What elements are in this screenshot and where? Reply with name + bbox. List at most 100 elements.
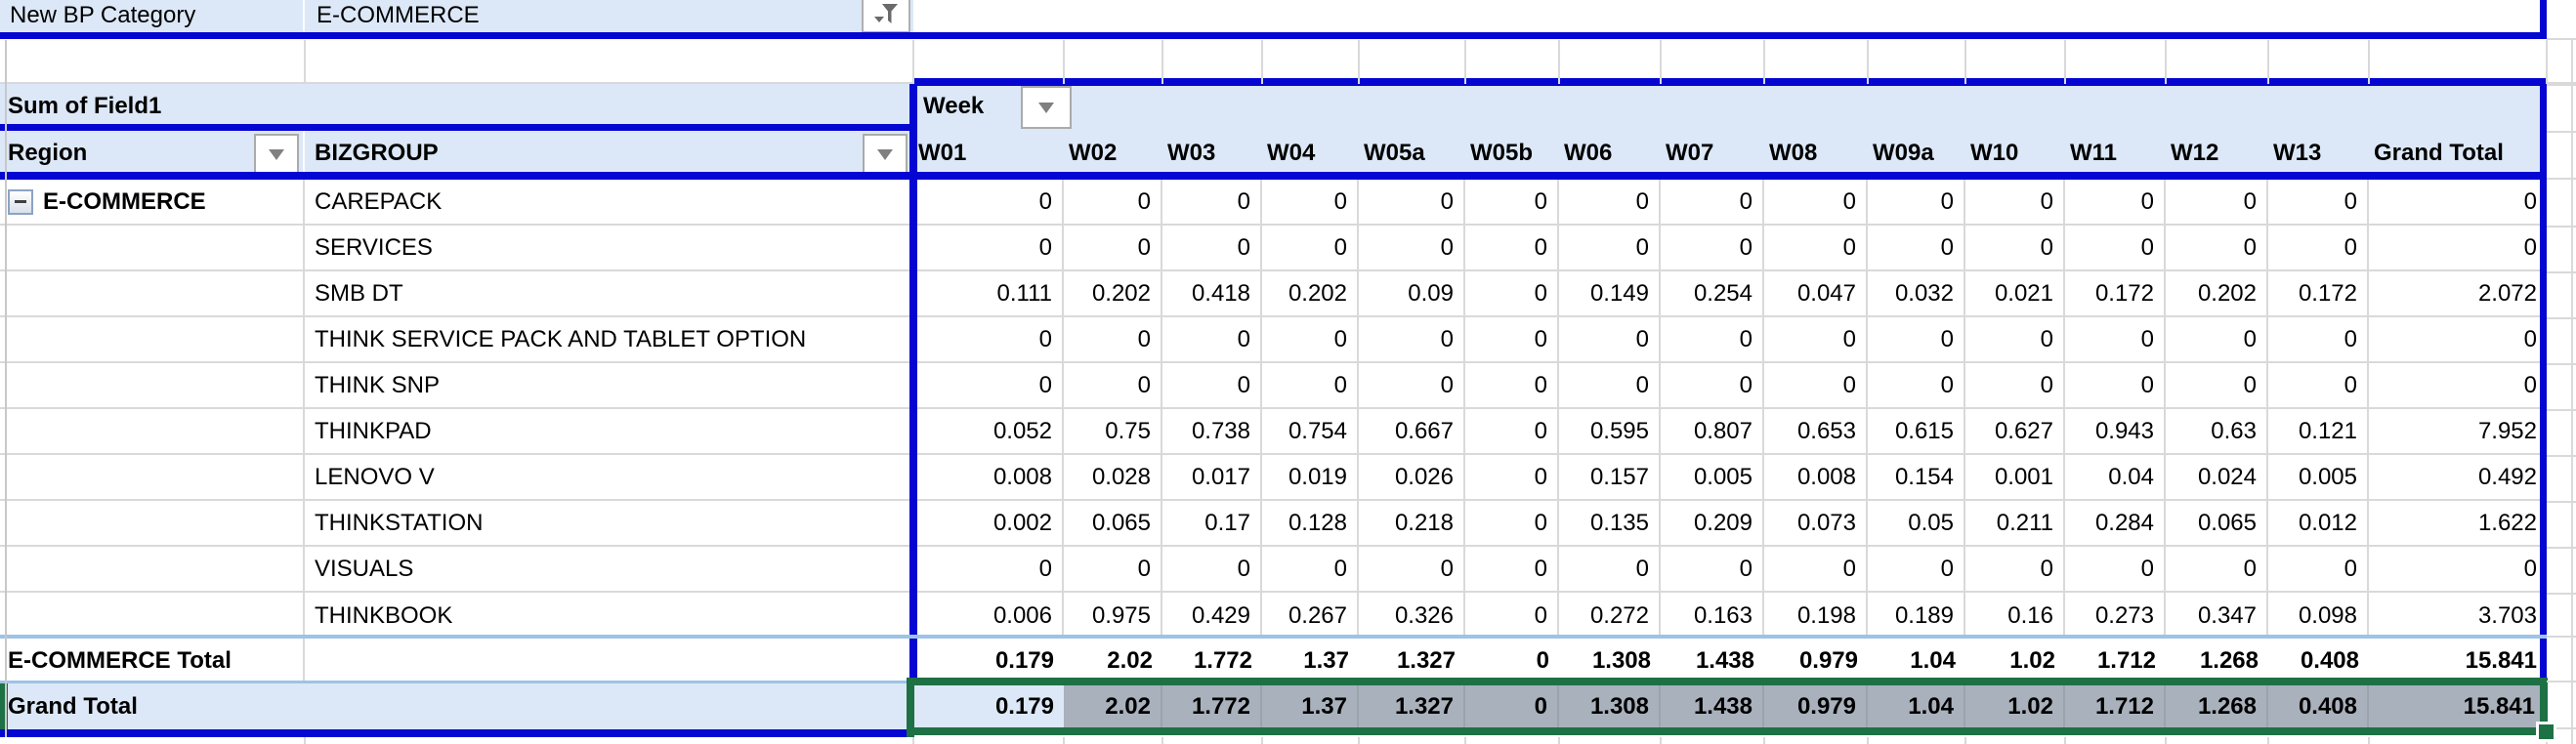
value-cell[interactable]: 0 — [1559, 180, 1661, 224]
value-cell[interactable]: 0 — [1661, 226, 1764, 269]
region-cell[interactable]: E-COMMERCE — [0, 180, 305, 224]
value-cell[interactable]: 0.738 — [1162, 409, 1262, 453]
column-header-w07[interactable]: W07 — [1666, 140, 1714, 166]
value-cell[interactable]: 0 — [1764, 317, 1868, 361]
value-cell[interactable]: 1.622 — [2477, 509, 2537, 536]
value-cell[interactable]: 0.121 — [2268, 409, 2369, 453]
value-cell[interactable]: 0 — [1465, 180, 1559, 224]
value-cell[interactable]: 0.16 — [1965, 593, 2065, 639]
value-cell[interactable]: 0 — [2523, 371, 2537, 398]
value-cell[interactable]: 0 — [1162, 317, 1262, 361]
value-cell[interactable]: 0 — [2268, 363, 2369, 407]
ecommerce-total-value-cell[interactable]: 0.979 — [1798, 647, 1858, 674]
value-cell[interactable]: 0.005 — [1661, 455, 1764, 499]
value-cell[interactable]: 0 — [1162, 226, 1262, 269]
value-cell[interactable]: 0.154 — [1868, 455, 1965, 499]
value-cell[interactable]: 0 — [1162, 180, 1262, 224]
value-cell[interactable]: 0.595 — [1559, 409, 1661, 453]
value-cell[interactable]: 0.347 — [2166, 593, 2268, 639]
region-cell[interactable] — [0, 226, 305, 269]
value-cell[interactable]: 0.754 — [1262, 409, 1359, 453]
value-cell[interactable]: 0.272 — [1559, 593, 1661, 639]
value-cell[interactable]: 0 — [1868, 226, 1965, 269]
grand-total-value-cell[interactable]: 0 — [1465, 683, 1559, 729]
region-filter-dropdown[interactable] — [254, 134, 299, 175]
value-cell[interactable]: 0 — [1465, 593, 1559, 639]
ecommerce-total-value-cell[interactable]: 1.37 — [1303, 647, 1349, 674]
value-cell[interactable]: 0 — [2166, 226, 2268, 269]
value-cell[interactable]: 0 — [2065, 226, 2166, 269]
column-header-w12[interactable]: W12 — [2171, 140, 2219, 166]
value-cell[interactable]: 0 — [1262, 547, 1359, 591]
region-cell[interactable] — [0, 593, 305, 639]
ecommerce-total-label-cell[interactable]: E-COMMERCE Total — [0, 639, 305, 683]
column-header-w04[interactable]: W04 — [1267, 140, 1316, 166]
value-cell[interactable]: 0.047 — [1764, 271, 1868, 315]
value-cell[interactable]: 0.17 — [1162, 501, 1262, 545]
grand-total-value-cell[interactable]: 0.979 — [1764, 683, 1868, 729]
value-cell[interactable]: 0.326 — [1359, 593, 1465, 639]
bizgroup-label-cell[interactable]: THINKSTATION — [315, 509, 484, 536]
ecommerce-total-value-cell[interactable]: 1.02 — [2009, 647, 2055, 674]
value-cell[interactable]: 0 — [913, 363, 1064, 407]
value-cell[interactable]: 0 — [1868, 317, 1965, 361]
value-cell[interactable]: 0.001 — [1965, 455, 2065, 499]
column-header-w11[interactable]: W11 — [2070, 140, 2118, 166]
value-cell[interactable]: 0.05 — [1868, 501, 1965, 545]
value-cell[interactable]: 0 — [1465, 409, 1559, 453]
grand-total-value-cell[interactable]: 1.438 — [1661, 683, 1764, 729]
value-cell[interactable]: 0.09 — [1359, 271, 1465, 315]
value-cell[interactable]: 0 — [1064, 226, 1162, 269]
value-cell[interactable]: 0 — [2523, 233, 2537, 261]
value-cell[interactable]: 0.163 — [1661, 593, 1764, 639]
ecommerce-total-value-cell[interactable]: 1.712 — [2096, 647, 2156, 674]
value-cell[interactable]: 0.019 — [1262, 455, 1359, 499]
value-cell[interactable]: 0.492 — [2477, 463, 2537, 490]
value-cell[interactable]: 0.008 — [1764, 455, 1868, 499]
value-cell[interactable]: 0.284 — [2065, 501, 2166, 545]
column-header-w06[interactable]: W06 — [1564, 140, 1613, 166]
grand-total-value-cell[interactable]: 1.772 — [1162, 683, 1262, 729]
value-cell[interactable]: 0.807 — [1661, 409, 1764, 453]
bizgroup-label-cell[interactable]: SMB DT — [315, 279, 403, 307]
value-cell[interactable]: 0 — [1064, 547, 1162, 591]
value-cell[interactable]: 0.429 — [1162, 593, 1262, 639]
grand-total-value-cell[interactable]: 1.327 — [1359, 683, 1465, 729]
bizgroup-filter-dropdown[interactable] — [863, 134, 908, 175]
empty-cell[interactable] — [305, 683, 913, 729]
bizgroup-label-cell[interactable]: THINK SNP — [315, 371, 441, 398]
value-cell[interactable]: 0 — [1559, 363, 1661, 407]
value-cell[interactable]: 0 — [1262, 226, 1359, 269]
filter-field-cell[interactable]: New BP Category — [0, 0, 305, 32]
column-header-w10[interactable]: W10 — [1970, 140, 2019, 166]
column-header-w01[interactable]: W01 — [918, 140, 967, 166]
region-cell[interactable] — [0, 317, 305, 361]
bizgroup-label-cell[interactable]: THINK SERVICE PACK AND TABLET OPTION — [315, 325, 807, 352]
grand-total-value-cell[interactable]: 2.02 — [1064, 683, 1162, 729]
bizgroup-label-cell[interactable]: THINKBOOK — [315, 601, 453, 629]
value-cell[interactable]: 0 — [1359, 363, 1465, 407]
value-cell[interactable]: 0.128 — [1262, 501, 1359, 545]
value-cell[interactable]: 0.189 — [1868, 593, 1965, 639]
value-cell[interactable]: 0 — [2268, 226, 2369, 269]
value-cell[interactable]: 0 — [2065, 363, 2166, 407]
value-cell[interactable]: 0 — [2523, 555, 2537, 582]
value-cell[interactable]: 0 — [2523, 325, 2537, 352]
value-cell[interactable]: 0.943 — [2065, 409, 2166, 453]
region-cell[interactable] — [0, 271, 305, 315]
value-cell[interactable]: 0 — [2065, 547, 2166, 591]
value-cell[interactable]: 0 — [1162, 363, 1262, 407]
value-cell[interactable]: 0.032 — [1868, 271, 1965, 315]
value-cell[interactable]: 0 — [1162, 547, 1262, 591]
value-cell[interactable]: 0.005 — [2268, 455, 2369, 499]
value-cell[interactable]: 0 — [2523, 187, 2537, 215]
ecommerce-total-value-cell[interactable]: 0.408 — [2300, 647, 2359, 674]
column-header-w13[interactable]: W13 — [2273, 140, 2322, 166]
value-cell[interactable]: 0.149 — [1559, 271, 1661, 315]
value-cell[interactable]: 0.209 — [1661, 501, 1764, 545]
value-cell[interactable]: 0.026 — [1359, 455, 1465, 499]
value-cell[interactable]: 0.198 — [1764, 593, 1868, 639]
measure-label-cell[interactable]: Sum of Field1 — [0, 84, 913, 131]
value-cell[interactable]: 0 — [1965, 547, 2065, 591]
ecommerce-total-value-cell[interactable]: 1.438 — [1695, 647, 1754, 674]
